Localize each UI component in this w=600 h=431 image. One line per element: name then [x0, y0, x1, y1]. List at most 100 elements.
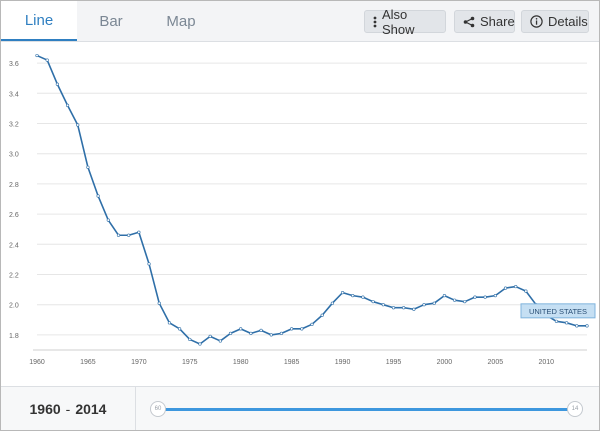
y-tick-label: 2.2 — [9, 273, 19, 280]
data-point — [137, 230, 141, 234]
y-tick-label: 2.4 — [9, 242, 19, 249]
chart-toolbar: Line Bar Map Also Show Share — [1, 1, 599, 42]
share-button[interactable]: Share — [454, 10, 515, 33]
data-point — [116, 233, 121, 237]
data-point — [147, 262, 151, 266]
data-point — [381, 303, 385, 307]
range-start-handle[interactable]: 60 — [150, 401, 166, 417]
x-tick-label: 1985 — [284, 359, 300, 366]
y-tick-label: 2.8 — [9, 182, 19, 189]
data-point — [483, 295, 487, 299]
y-tick-label: 3.4 — [9, 91, 19, 98]
y-tick-label: 3.2 — [9, 122, 19, 129]
x-tick-label: 2000 — [437, 359, 453, 366]
data-point — [177, 327, 182, 331]
data-point — [463, 300, 467, 304]
y-tick-label: 2.0 — [9, 303, 19, 310]
y-tick-label: 3.0 — [9, 152, 19, 159]
x-tick-label: 1970 — [131, 359, 147, 366]
series-line-united-states — [36, 54, 587, 345]
data-point — [290, 327, 294, 331]
data-point — [371, 300, 375, 304]
data-point — [452, 298, 457, 302]
data-point — [35, 53, 39, 58]
data-point — [96, 194, 100, 198]
details-button[interactable]: Details — [521, 10, 589, 33]
data-point — [259, 328, 263, 332]
share-label: Share — [480, 14, 515, 29]
data-point — [422, 303, 426, 307]
series-label: UNITED STATES — [529, 307, 587, 316]
also-show-button[interactable]: Also Show — [364, 7, 446, 37]
data-point — [55, 82, 59, 86]
data-point — [575, 324, 579, 328]
y-tick-label: 1.8 — [9, 333, 19, 340]
data-point — [503, 286, 508, 290]
data-point — [361, 295, 365, 299]
data-point — [320, 313, 324, 317]
x-tick-label: 1980 — [233, 359, 249, 366]
data-point — [269, 333, 273, 337]
data-point — [249, 331, 253, 335]
details-label: Details — [548, 14, 588, 29]
share-icon — [463, 16, 475, 28]
data-point — [412, 307, 416, 311]
data-point — [279, 331, 284, 335]
range-slider-track[interactable] — [158, 408, 576, 411]
data-point — [45, 58, 49, 62]
data-point — [402, 306, 406, 310]
tab-map[interactable]: Map — [166, 12, 196, 30]
data-point — [300, 327, 304, 331]
data-point — [565, 321, 569, 325]
data-point — [76, 123, 80, 127]
data-point — [442, 294, 447, 298]
data-point — [432, 301, 436, 305]
data-point — [228, 331, 233, 335]
x-tick-label: 1960 — [29, 359, 45, 366]
data-point — [493, 294, 497, 298]
x-tick-label: 2010 — [538, 359, 554, 366]
data-point — [208, 334, 212, 339]
data-point — [330, 301, 334, 305]
data-point — [106, 218, 110, 222]
vertical-dots-icon — [373, 16, 377, 28]
year-range-label: 1960 - 2014 — [1, 387, 136, 430]
data-point — [167, 321, 172, 325]
data-point — [198, 342, 202, 346]
range-bar: 1960 - 2014 60 14 — [1, 386, 599, 430]
data-point — [340, 291, 345, 295]
data-point — [524, 289, 528, 293]
x-tick-label: 1965 — [80, 359, 96, 366]
data-point — [218, 339, 222, 343]
data-point — [514, 284, 518, 289]
x-tick-label: 1995 — [386, 359, 402, 366]
data-point — [554, 319, 559, 323]
series-label-box — [520, 303, 596, 319]
y-tick-label: 3.6 — [9, 61, 19, 68]
x-tick-label: 1975 — [182, 359, 198, 366]
data-point — [127, 233, 131, 237]
data-point — [239, 327, 243, 331]
data-point — [157, 301, 161, 305]
info-icon — [530, 15, 543, 28]
range-end-year: 2014 — [75, 401, 107, 417]
also-show-label: Also Show — [382, 6, 415, 37]
tab-bar[interactable]: Bar — [99, 12, 123, 30]
data-point — [585, 324, 589, 328]
data-point — [310, 322, 314, 326]
x-tick-label: 2005 — [488, 359, 504, 366]
data-point — [86, 165, 90, 169]
range-separator: - — [65, 401, 71, 417]
data-point — [65, 103, 70, 107]
x-tick-label: 1990 — [335, 359, 351, 366]
range-start-year: 1960 — [29, 401, 61, 417]
range-end-handle[interactable]: 14 — [567, 401, 583, 417]
data-point — [188, 337, 192, 342]
line-chart: 1.8 2.0 2.2 2.4 2.6 2.8 3.0 3.2 3.4 3.6 1960 1965 19… — [9, 53, 596, 366]
tab-line[interactable]: Line — [1, 1, 77, 41]
data-point — [391, 306, 396, 310]
data-point — [473, 295, 477, 299]
data-point — [351, 294, 355, 298]
y-tick-label: 2.6 — [9, 212, 19, 219]
